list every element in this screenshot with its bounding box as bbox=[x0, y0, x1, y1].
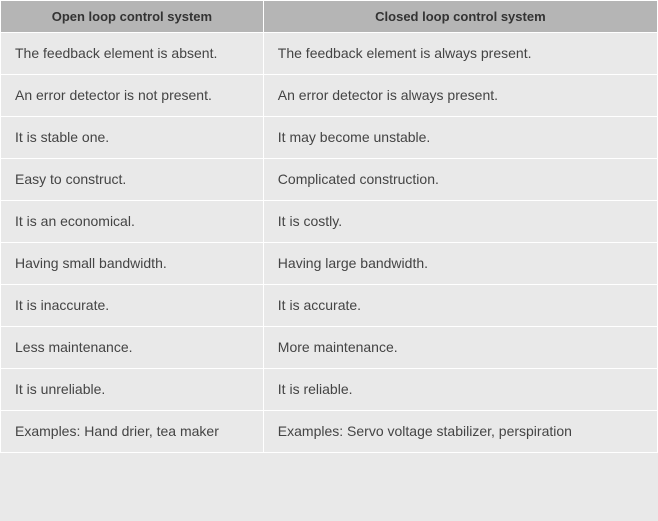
table-row: The feedback element is absent. The feed… bbox=[1, 33, 658, 75]
comparison-table-wrap: Open loop control system Closed loop con… bbox=[0, 0, 658, 453]
cell-open-loop: Easy to construct. bbox=[1, 159, 264, 201]
table-row: Less maintenance. More maintenance. bbox=[1, 327, 658, 369]
cell-closed-loop: Examples: Servo voltage stabilizer, pers… bbox=[263, 411, 657, 453]
cell-open-loop: Less maintenance. bbox=[1, 327, 264, 369]
cell-closed-loop: More maintenance. bbox=[263, 327, 657, 369]
cell-open-loop: An error detector is not present. bbox=[1, 75, 264, 117]
cell-open-loop: Having small bandwidth. bbox=[1, 243, 264, 285]
cell-closed-loop: It is costly. bbox=[263, 201, 657, 243]
cell-closed-loop: It may become unstable. bbox=[263, 117, 657, 159]
table-row: Easy to construct. Complicated construct… bbox=[1, 159, 658, 201]
cell-open-loop: It is stable one. bbox=[1, 117, 264, 159]
table-header: Open loop control system Closed loop con… bbox=[1, 1, 658, 33]
cell-closed-loop: The feedback element is always present. bbox=[263, 33, 657, 75]
cell-closed-loop: Having large bandwidth. bbox=[263, 243, 657, 285]
col-header-closed-loop: Closed loop control system bbox=[263, 1, 657, 33]
cell-open-loop: It is an economical. bbox=[1, 201, 264, 243]
col-header-open-loop: Open loop control system bbox=[1, 1, 264, 33]
cell-closed-loop: An error detector is always present. bbox=[263, 75, 657, 117]
cell-open-loop: It is inaccurate. bbox=[1, 285, 264, 327]
table-row: Having small bandwidth. Having large ban… bbox=[1, 243, 658, 285]
cell-closed-loop: It is accurate. bbox=[263, 285, 657, 327]
table-row: It is unreliable. It is reliable. bbox=[1, 369, 658, 411]
cell-open-loop: It is unreliable. bbox=[1, 369, 264, 411]
cell-open-loop: Examples: Hand drier, tea maker bbox=[1, 411, 264, 453]
cell-closed-loop: It is reliable. bbox=[263, 369, 657, 411]
table-row: It is an economical. It is costly. bbox=[1, 201, 658, 243]
cell-closed-loop: Complicated construction. bbox=[263, 159, 657, 201]
cell-open-loop: The feedback element is absent. bbox=[1, 33, 264, 75]
header-row: Open loop control system Closed loop con… bbox=[1, 1, 658, 33]
table-row: It is stable one. It may become unstable… bbox=[1, 117, 658, 159]
table-body: The feedback element is absent. The feed… bbox=[1, 33, 658, 453]
table-row: It is inaccurate. It is accurate. bbox=[1, 285, 658, 327]
table-row: An error detector is not present. An err… bbox=[1, 75, 658, 117]
comparison-table: Open loop control system Closed loop con… bbox=[0, 0, 658, 453]
table-row: Examples: Hand drier, tea maker Examples… bbox=[1, 411, 658, 453]
